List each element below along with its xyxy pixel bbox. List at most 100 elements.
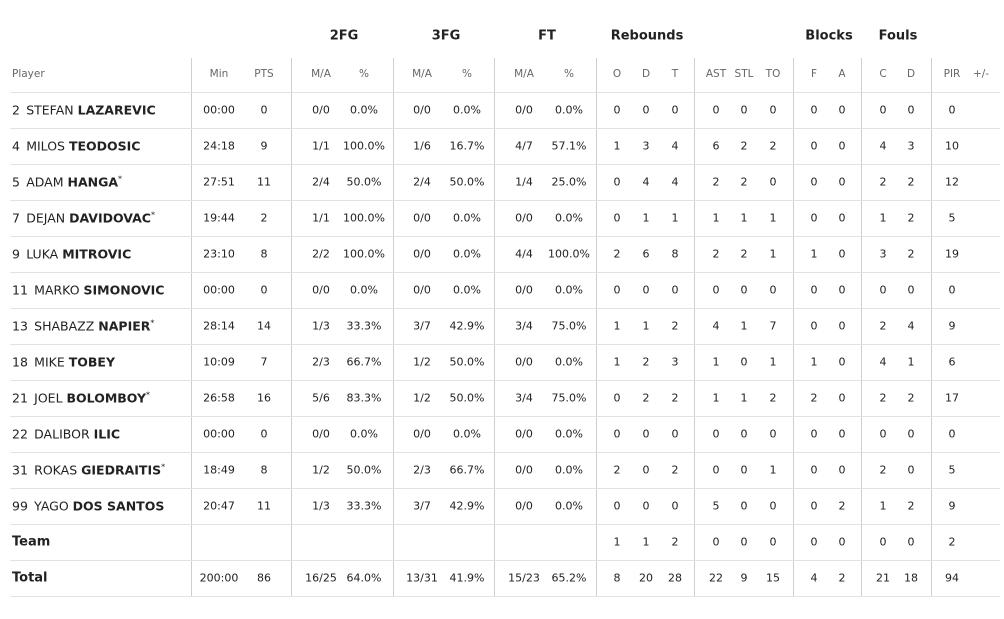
stat-cell: 0 bbox=[740, 355, 748, 369]
player-number: 13 bbox=[12, 318, 28, 334]
stat-cell: 1 bbox=[613, 139, 621, 153]
stat-cell: 21 bbox=[876, 571, 890, 585]
stat-cell: 1/2 bbox=[312, 463, 330, 477]
stat-cell: 22 bbox=[709, 571, 723, 585]
stat-cell: 8 bbox=[260, 463, 268, 477]
stat-cell: 00:00 bbox=[203, 427, 235, 441]
stat-cell: 42.9% bbox=[449, 319, 485, 333]
stat-cell: 0 bbox=[948, 427, 956, 441]
stat-cell: 0 bbox=[810, 211, 818, 225]
stat-cell: 1 bbox=[712, 211, 720, 225]
stat-cell: 2 bbox=[671, 319, 679, 333]
stat-cell: 0 bbox=[740, 283, 748, 297]
row-divider bbox=[10, 488, 1000, 489]
column-divider bbox=[931, 58, 932, 596]
stat-cell: 2 bbox=[810, 391, 818, 405]
stat-cell: 0 bbox=[769, 535, 777, 549]
player-name: 5 ADAM HANGA* bbox=[12, 174, 122, 189]
starter-mark: * bbox=[146, 390, 151, 400]
stat-cell: 0.0% bbox=[453, 283, 481, 297]
column-divider bbox=[191, 58, 192, 596]
last-name: ILIC bbox=[93, 426, 121, 442]
stat-cell: 28:14 bbox=[203, 319, 235, 333]
first-name: STEFAN bbox=[26, 102, 74, 118]
stat-cell: 1 bbox=[613, 319, 621, 333]
stat-cell: 3 bbox=[907, 139, 915, 153]
stat-cell: 50.0% bbox=[449, 175, 485, 189]
stat-cell: 20 bbox=[639, 571, 653, 585]
stat-cell: 11 bbox=[257, 175, 271, 189]
stat-cell: 0.0% bbox=[350, 427, 378, 441]
column-divider bbox=[694, 58, 695, 596]
player-number: 99 bbox=[12, 498, 28, 514]
stat-cell: 2 bbox=[907, 211, 915, 225]
column-header: T bbox=[671, 68, 679, 80]
stat-cell: 9 bbox=[948, 319, 956, 333]
last-name: BOLOMBOY bbox=[66, 390, 147, 406]
stat-cell: 0/0 bbox=[413, 103, 431, 117]
stat-cell: 1 bbox=[642, 535, 650, 549]
stat-cell: 1/2 bbox=[413, 355, 431, 369]
row-divider bbox=[10, 308, 1000, 309]
stat-cell: 0 bbox=[810, 319, 818, 333]
stat-cell: 5 bbox=[948, 463, 956, 477]
stat-cell: 0 bbox=[838, 355, 846, 369]
stat-cell: 0 bbox=[642, 427, 650, 441]
column-header: PTS bbox=[254, 68, 274, 80]
stat-cell: 0 bbox=[879, 427, 887, 441]
stat-cell: 1 bbox=[810, 247, 818, 261]
stat-cell: 14 bbox=[257, 319, 271, 333]
stat-cell: 16 bbox=[257, 391, 271, 405]
first-name: MARKO bbox=[34, 282, 80, 298]
stat-cell: 0 bbox=[671, 283, 679, 297]
column-divider bbox=[291, 58, 292, 596]
stat-cell: 9 bbox=[740, 571, 748, 585]
stat-cell: 66.7% bbox=[346, 355, 382, 369]
stat-cell: 7 bbox=[260, 355, 268, 369]
row-divider bbox=[10, 344, 1000, 345]
stat-cell: 100.0% bbox=[343, 139, 385, 153]
stat-cell: 3/7 bbox=[413, 319, 431, 333]
starter-mark: * bbox=[150, 318, 155, 328]
stat-cell: 3/4 bbox=[515, 391, 533, 405]
stat-cell: 0 bbox=[810, 103, 818, 117]
row-divider bbox=[10, 524, 1000, 525]
stat-cell: 2 bbox=[879, 175, 887, 189]
player-number: 7 bbox=[12, 210, 20, 226]
stat-cell: 1 bbox=[740, 319, 748, 333]
stat-cell: 41.9% bbox=[449, 571, 485, 585]
row-divider bbox=[10, 236, 1000, 237]
stat-cell: 2 bbox=[948, 535, 956, 549]
stat-cell: 2/4 bbox=[413, 175, 431, 189]
first-name: YAGO bbox=[34, 498, 69, 514]
stat-cell: 3 bbox=[671, 355, 679, 369]
stat-cell: 0/0 bbox=[515, 211, 533, 225]
stat-cell: 0 bbox=[740, 427, 748, 441]
team-label: Team bbox=[12, 534, 51, 550]
column-header: TO bbox=[765, 68, 781, 80]
stat-cell: 12 bbox=[945, 175, 959, 189]
column-header: % bbox=[462, 68, 472, 80]
stat-cell: 2 bbox=[740, 175, 748, 189]
column-divider bbox=[596, 58, 597, 596]
stat-cell: 0.0% bbox=[555, 463, 583, 477]
first-name: MILOS bbox=[26, 138, 65, 154]
stat-cell: 2 bbox=[740, 139, 748, 153]
stat-cell: 2 bbox=[879, 463, 887, 477]
stat-cell: 0.0% bbox=[555, 211, 583, 225]
stat-cell: 16/25 bbox=[305, 571, 337, 585]
player-number: 11 bbox=[12, 282, 28, 298]
stat-cell: 25.0% bbox=[551, 175, 587, 189]
stat-cell: 4 bbox=[879, 355, 887, 369]
stat-cell: 1 bbox=[810, 355, 818, 369]
stat-cell: 75.0% bbox=[551, 319, 587, 333]
stat-cell: 0 bbox=[712, 463, 720, 477]
stat-cell: 0 bbox=[260, 427, 268, 441]
stat-cell: 00:00 bbox=[203, 283, 235, 297]
starter-mark: * bbox=[118, 174, 123, 184]
stat-cell: 2/3 bbox=[312, 355, 330, 369]
stat-cell: 7 bbox=[769, 319, 777, 333]
stat-cell: 0 bbox=[838, 391, 846, 405]
stat-cell: 1/1 bbox=[312, 139, 330, 153]
first-name: LUKA bbox=[26, 246, 59, 262]
